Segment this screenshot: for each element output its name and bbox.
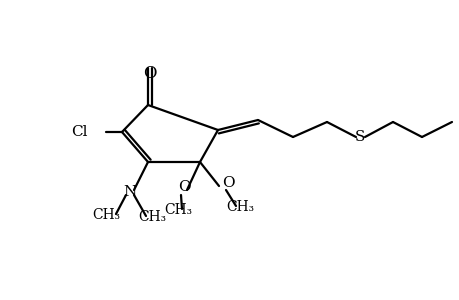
Text: CH₃: CH₃ xyxy=(225,200,253,214)
Text: CH₃: CH₃ xyxy=(92,208,120,222)
Text: N: N xyxy=(123,185,136,199)
Text: CH₃: CH₃ xyxy=(163,203,192,217)
Text: O: O xyxy=(143,65,157,82)
Text: O: O xyxy=(222,176,234,190)
Text: Cl: Cl xyxy=(71,125,88,139)
Text: S: S xyxy=(354,130,364,144)
Text: O: O xyxy=(177,180,190,194)
Text: CH₃: CH₃ xyxy=(138,210,166,224)
